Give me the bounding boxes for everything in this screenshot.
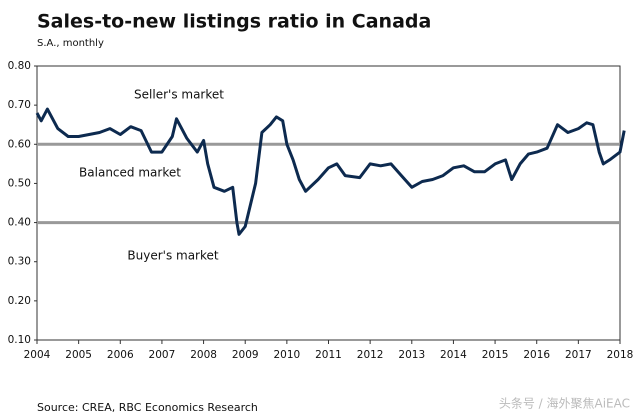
x-tick-label: 2017 (565, 349, 592, 361)
x-tick-label: 2008 (190, 349, 217, 361)
annotation: Balanced market (79, 166, 181, 180)
y-tick-label: 0.10 (8, 334, 31, 346)
x-tick-label: 2007 (149, 349, 176, 361)
x-tick-label: 2011 (315, 349, 342, 361)
watermark: 头条号 / 海外聚焦AiEAC (499, 396, 630, 411)
source: Source: CREA, RBC Economics Research (37, 401, 258, 414)
chart-subtitle: S.A., monthly (37, 38, 104, 49)
x-tick-label: 2014 (440, 349, 467, 361)
data-line (35, 107, 626, 236)
plot-frame (36, 65, 621, 341)
x-tick-label: 2006 (107, 349, 134, 361)
x-tick-label: 2009 (232, 349, 259, 361)
chart-title: Sales-to-new listings ratio in Canada (37, 11, 431, 33)
x-tick-label: 2004 (24, 349, 51, 361)
y-tick-label: 0.70 (8, 99, 31, 111)
y-tick-label: 0.60 (8, 138, 31, 150)
x-tick-label: 2012 (357, 349, 384, 361)
x-tick-label: 2018 (607, 349, 634, 361)
x-tick-label: 2015 (482, 349, 509, 361)
x-tick-label: 2010 (273, 349, 300, 361)
annotation: Seller's market (134, 88, 224, 102)
x-tick-label: 2005 (65, 349, 92, 361)
y-tick-label: 0.20 (8, 295, 31, 307)
x-tick-label: 2013 (398, 349, 425, 361)
y-tick-label: 0.50 (8, 177, 31, 189)
y-tick-label: 0.30 (8, 256, 31, 268)
y-tick-label: 0.40 (8, 217, 31, 229)
annotation: Buyer's market (127, 249, 219, 263)
y-tick-label: 0.80 (8, 60, 31, 72)
x-tick-label: 2016 (523, 349, 550, 361)
